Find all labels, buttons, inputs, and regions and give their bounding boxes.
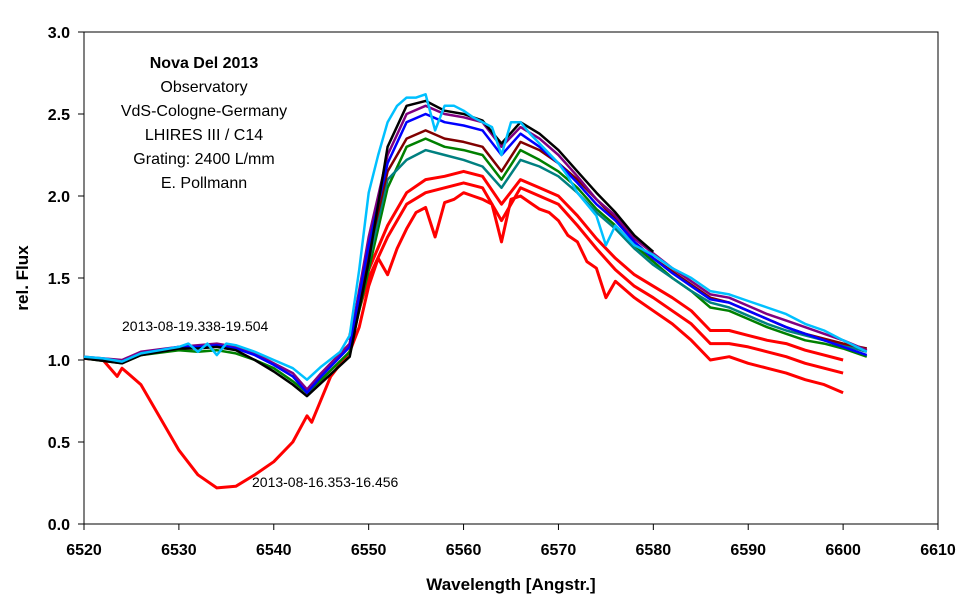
spectrum-series-10 <box>83 93 868 381</box>
x-tick-label: 6530 <box>161 542 197 559</box>
info-line-observatory: Observatory <box>160 79 247 96</box>
x-tick-label: 6600 <box>825 542 861 559</box>
info-line-location: VdS-Cologne-Germany <box>121 103 287 120</box>
info-box: Nova Del 2013 Observatory VdS-Cologne-Ge… <box>121 55 287 192</box>
y-tick-label: 0.0 <box>48 517 70 534</box>
spectrum-series-8 <box>83 112 868 395</box>
y-axis-label: rel. Flux <box>13 245 32 311</box>
x-tick-label: 6560 <box>446 542 482 559</box>
spectrum-series-3 <box>348 169 844 362</box>
x-tick-label: 6590 <box>730 542 766 559</box>
y-tick-label: 0.5 <box>48 435 70 452</box>
x-tick-label: 6610 <box>920 542 956 559</box>
y-tick-label: 2.0 <box>48 189 70 206</box>
x-tick-label: 6570 <box>541 542 577 559</box>
x-tick-label: 6550 <box>351 542 387 559</box>
series-layer <box>83 93 868 490</box>
x-tick-label: 6540 <box>256 542 292 559</box>
spectrum-series-2 <box>348 181 844 375</box>
spectrum-series-4 <box>83 137 868 395</box>
spectrum-series-1 <box>83 191 844 490</box>
info-line-author: E. Pollmann <box>161 175 247 192</box>
info-line-instrument: LHIRES III / C14 <box>145 127 263 144</box>
y-tick-label: 3.0 <box>48 25 70 42</box>
spectrum-series-5 <box>348 148 868 354</box>
y-tick-label: 2.5 <box>48 107 70 124</box>
y-tick-label: 1.0 <box>48 353 70 370</box>
axis-ticks: 6520 6530 6540 6550 6560 6570 6580 6590 6600 6610… <box>48 25 956 559</box>
y-tick-label: 1.5 <box>48 271 70 288</box>
plot-area <box>83 31 939 525</box>
x-axis-label: Wavelength [Angstr.] <box>426 575 595 594</box>
spectrum-series-7 <box>83 104 868 391</box>
info-line-grating: Grating: 2400 L/mm <box>133 151 274 168</box>
x-tick-label: 6580 <box>636 542 672 559</box>
info-title: Nova Del 2013 <box>150 55 259 72</box>
annotation-lower: 2013-08-16.353-16.456 <box>252 474 399 490</box>
annotation-upper: 2013-08-19.338-19.504 <box>122 318 269 334</box>
x-tick-label: 6520 <box>66 542 102 559</box>
